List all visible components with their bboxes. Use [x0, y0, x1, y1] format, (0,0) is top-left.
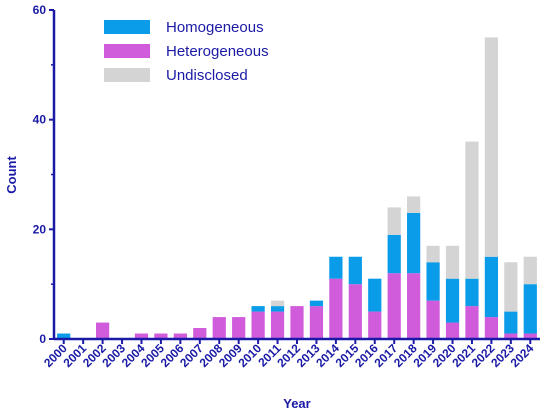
y-tick-label: 20 — [33, 222, 47, 236]
bar-undisclosed-2011 — [270, 300, 285, 307]
bar-homogeneous-2021 — [465, 278, 479, 307]
y-tick-label: 0 — [39, 332, 46, 346]
bar-homogeneous-2022 — [484, 256, 499, 318]
bar-heterogeneous-2008 — [212, 317, 226, 339]
y-axis-title: Count — [4, 156, 19, 194]
bar-homogeneous-2014 — [329, 256, 343, 279]
bars — [57, 37, 537, 339]
bar-heterogeneous-2017 — [387, 273, 401, 339]
legend-label-homogeneous: Homogeneous — [166, 19, 264, 36]
bar-heterogeneous-2013 — [309, 306, 324, 339]
bar-homogeneous-2013 — [309, 300, 324, 307]
bar-undisclosed-2022 — [484, 37, 499, 257]
legend: Homogeneous Heterogeneous Undisclosed — [104, 19, 269, 84]
bar-undisclosed-2017 — [387, 207, 401, 235]
bar-heterogeneous-2011 — [270, 311, 285, 339]
bar-homogeneous-2015 — [348, 256, 362, 285]
x-tick-label: 2024 — [508, 341, 537, 370]
bar-undisclosed-2019 — [426, 245, 440, 263]
bar-homogeneous-2010 — [251, 306, 265, 312]
legend-swatch-undisclosed — [104, 68, 150, 82]
bar-heterogeneous-2023 — [504, 333, 518, 339]
bar-heterogeneous-2022 — [484, 317, 499, 339]
bar-undisclosed-2024 — [523, 256, 537, 285]
bar-heterogeneous-2015 — [348, 284, 362, 339]
bar-heterogeneous-2021 — [465, 306, 479, 339]
x-axis-title: Year — [283, 396, 310, 411]
bar-heterogeneous-2005 — [154, 333, 168, 339]
bar-heterogeneous-2004 — [134, 333, 149, 339]
axes: 0204060200020012002200320042005200620072… — [33, 3, 540, 370]
bar-undisclosed-2020 — [445, 245, 460, 279]
bar-heterogeneous-2010 — [251, 311, 265, 339]
bar-heterogeneous-2020 — [445, 322, 460, 339]
bar-homogeneous-2019 — [426, 262, 440, 301]
bar-heterogeneous-2019 — [426, 300, 440, 339]
bar-homogeneous-2017 — [387, 234, 401, 274]
bar-heterogeneous-2002 — [95, 322, 110, 339]
bar-undisclosed-2023 — [504, 262, 518, 312]
bar-undisclosed-2018 — [407, 196, 421, 213]
y-tick-label: 60 — [33, 3, 47, 17]
bar-homogeneous-2023 — [504, 311, 518, 334]
bar-undisclosed-2021 — [465, 141, 479, 279]
bar-homogeneous-2018 — [407, 212, 421, 274]
bar-heterogeneous-2014 — [329, 278, 343, 339]
bar-heterogeneous-2007 — [193, 328, 207, 339]
bar-homogeneous-2024 — [523, 284, 537, 334]
legend-label-undisclosed: Undisclosed — [166, 67, 248, 84]
y-tick-label: 40 — [33, 113, 47, 127]
legend-swatch-heterogeneous — [104, 44, 150, 58]
legend-label-heterogeneous: Heterogeneous — [166, 43, 269, 60]
bar-heterogeneous-2009 — [232, 317, 246, 339]
bar-homogeneous-2000 — [57, 333, 71, 339]
bar-heterogeneous-2006 — [173, 333, 187, 339]
bar-heterogeneous-2012 — [290, 306, 304, 339]
bar-heterogeneous-2016 — [368, 311, 382, 339]
bar-heterogeneous-2018 — [407, 273, 421, 339]
bar-homogeneous-2020 — [445, 278, 460, 323]
legend-swatch-homogeneous — [104, 20, 150, 34]
bar-heterogeneous-2024 — [523, 333, 537, 339]
bar-homogeneous-2011 — [270, 306, 285, 312]
bar-homogeneous-2016 — [368, 278, 382, 312]
